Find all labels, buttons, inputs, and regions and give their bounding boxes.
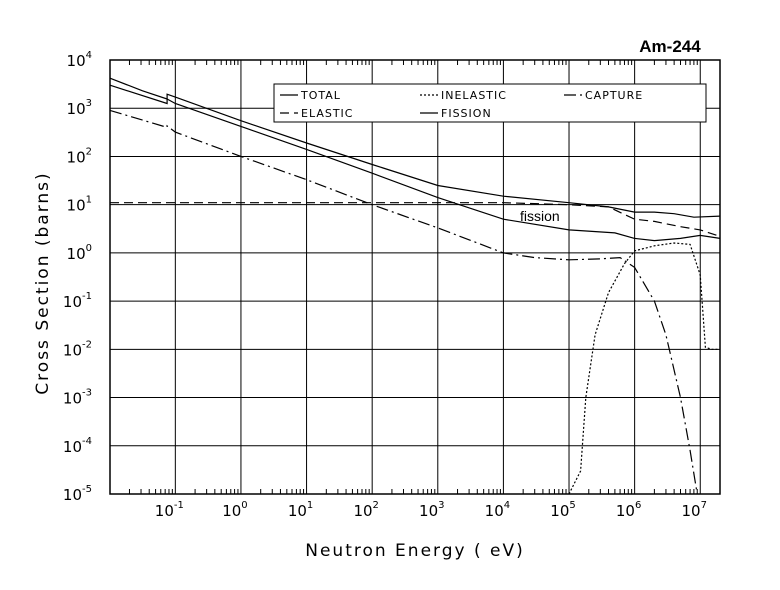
legend-label-inelastic: INELASTIC bbox=[441, 89, 507, 102]
plot-area-frame bbox=[109, 59, 721, 495]
x-tick-label: 102 bbox=[353, 500, 378, 520]
legend-label-total: TOTAL bbox=[300, 89, 341, 102]
y-tick-label: 10-2 bbox=[63, 339, 92, 359]
y-tick-label: 10-5 bbox=[63, 484, 92, 504]
y-tick-label: 10-1 bbox=[63, 291, 92, 311]
x-tick-label: 106 bbox=[616, 500, 641, 520]
series-inelastic bbox=[568, 242, 720, 495]
series-elastic bbox=[110, 202, 721, 237]
legend-label-elastic: ELASTIC bbox=[301, 107, 353, 120]
y-tick-label: 10-4 bbox=[63, 436, 92, 456]
grid-lines bbox=[110, 59, 721, 495]
x-tick-label: 100 bbox=[222, 500, 247, 520]
x-tick-label: 104 bbox=[485, 500, 510, 520]
y-tick-label: 100 bbox=[67, 243, 92, 263]
legend: TOTAL INELASTIC CAPTURE ELASTIC FISSION bbox=[273, 83, 707, 123]
x-axis-label: Neutron Energy ( eV) bbox=[305, 541, 525, 561]
y-axis-label: Cross Section (barns) bbox=[33, 171, 53, 394]
fission-annotation: fission bbox=[520, 208, 560, 224]
series-total bbox=[109, 77, 721, 218]
legend-box bbox=[273, 83, 707, 123]
y-tick-label: 103 bbox=[67, 98, 92, 118]
y-tick-label: 104 bbox=[67, 50, 92, 70]
x-tick-label: 105 bbox=[550, 500, 575, 520]
x-axis-ticks: 10-1 100 101 102 103 104 105 106 107 bbox=[155, 500, 707, 520]
series-layer bbox=[109, 77, 721, 495]
y-tick-label: 101 bbox=[67, 195, 92, 215]
y-tick-label: 10-3 bbox=[63, 388, 92, 408]
y-axis-ticks: 104 103 102 101 100 10-1 10-2 10-3 10-4 10-5 bbox=[63, 50, 92, 504]
x-tick-label: 101 bbox=[288, 500, 313, 520]
x-tick-label: 107 bbox=[682, 500, 707, 520]
series-capture bbox=[109, 109, 698, 495]
x-tick-label: 10-1 bbox=[155, 500, 184, 520]
y-tick-label: 102 bbox=[67, 146, 92, 166]
legend-label-capture: CAPTURE bbox=[585, 89, 643, 102]
series-fission bbox=[109, 84, 721, 242]
legend-label-fission: FISSION bbox=[441, 107, 492, 120]
chart-title: Am-244 bbox=[639, 37, 701, 56]
x-tick-label: 103 bbox=[419, 500, 444, 520]
